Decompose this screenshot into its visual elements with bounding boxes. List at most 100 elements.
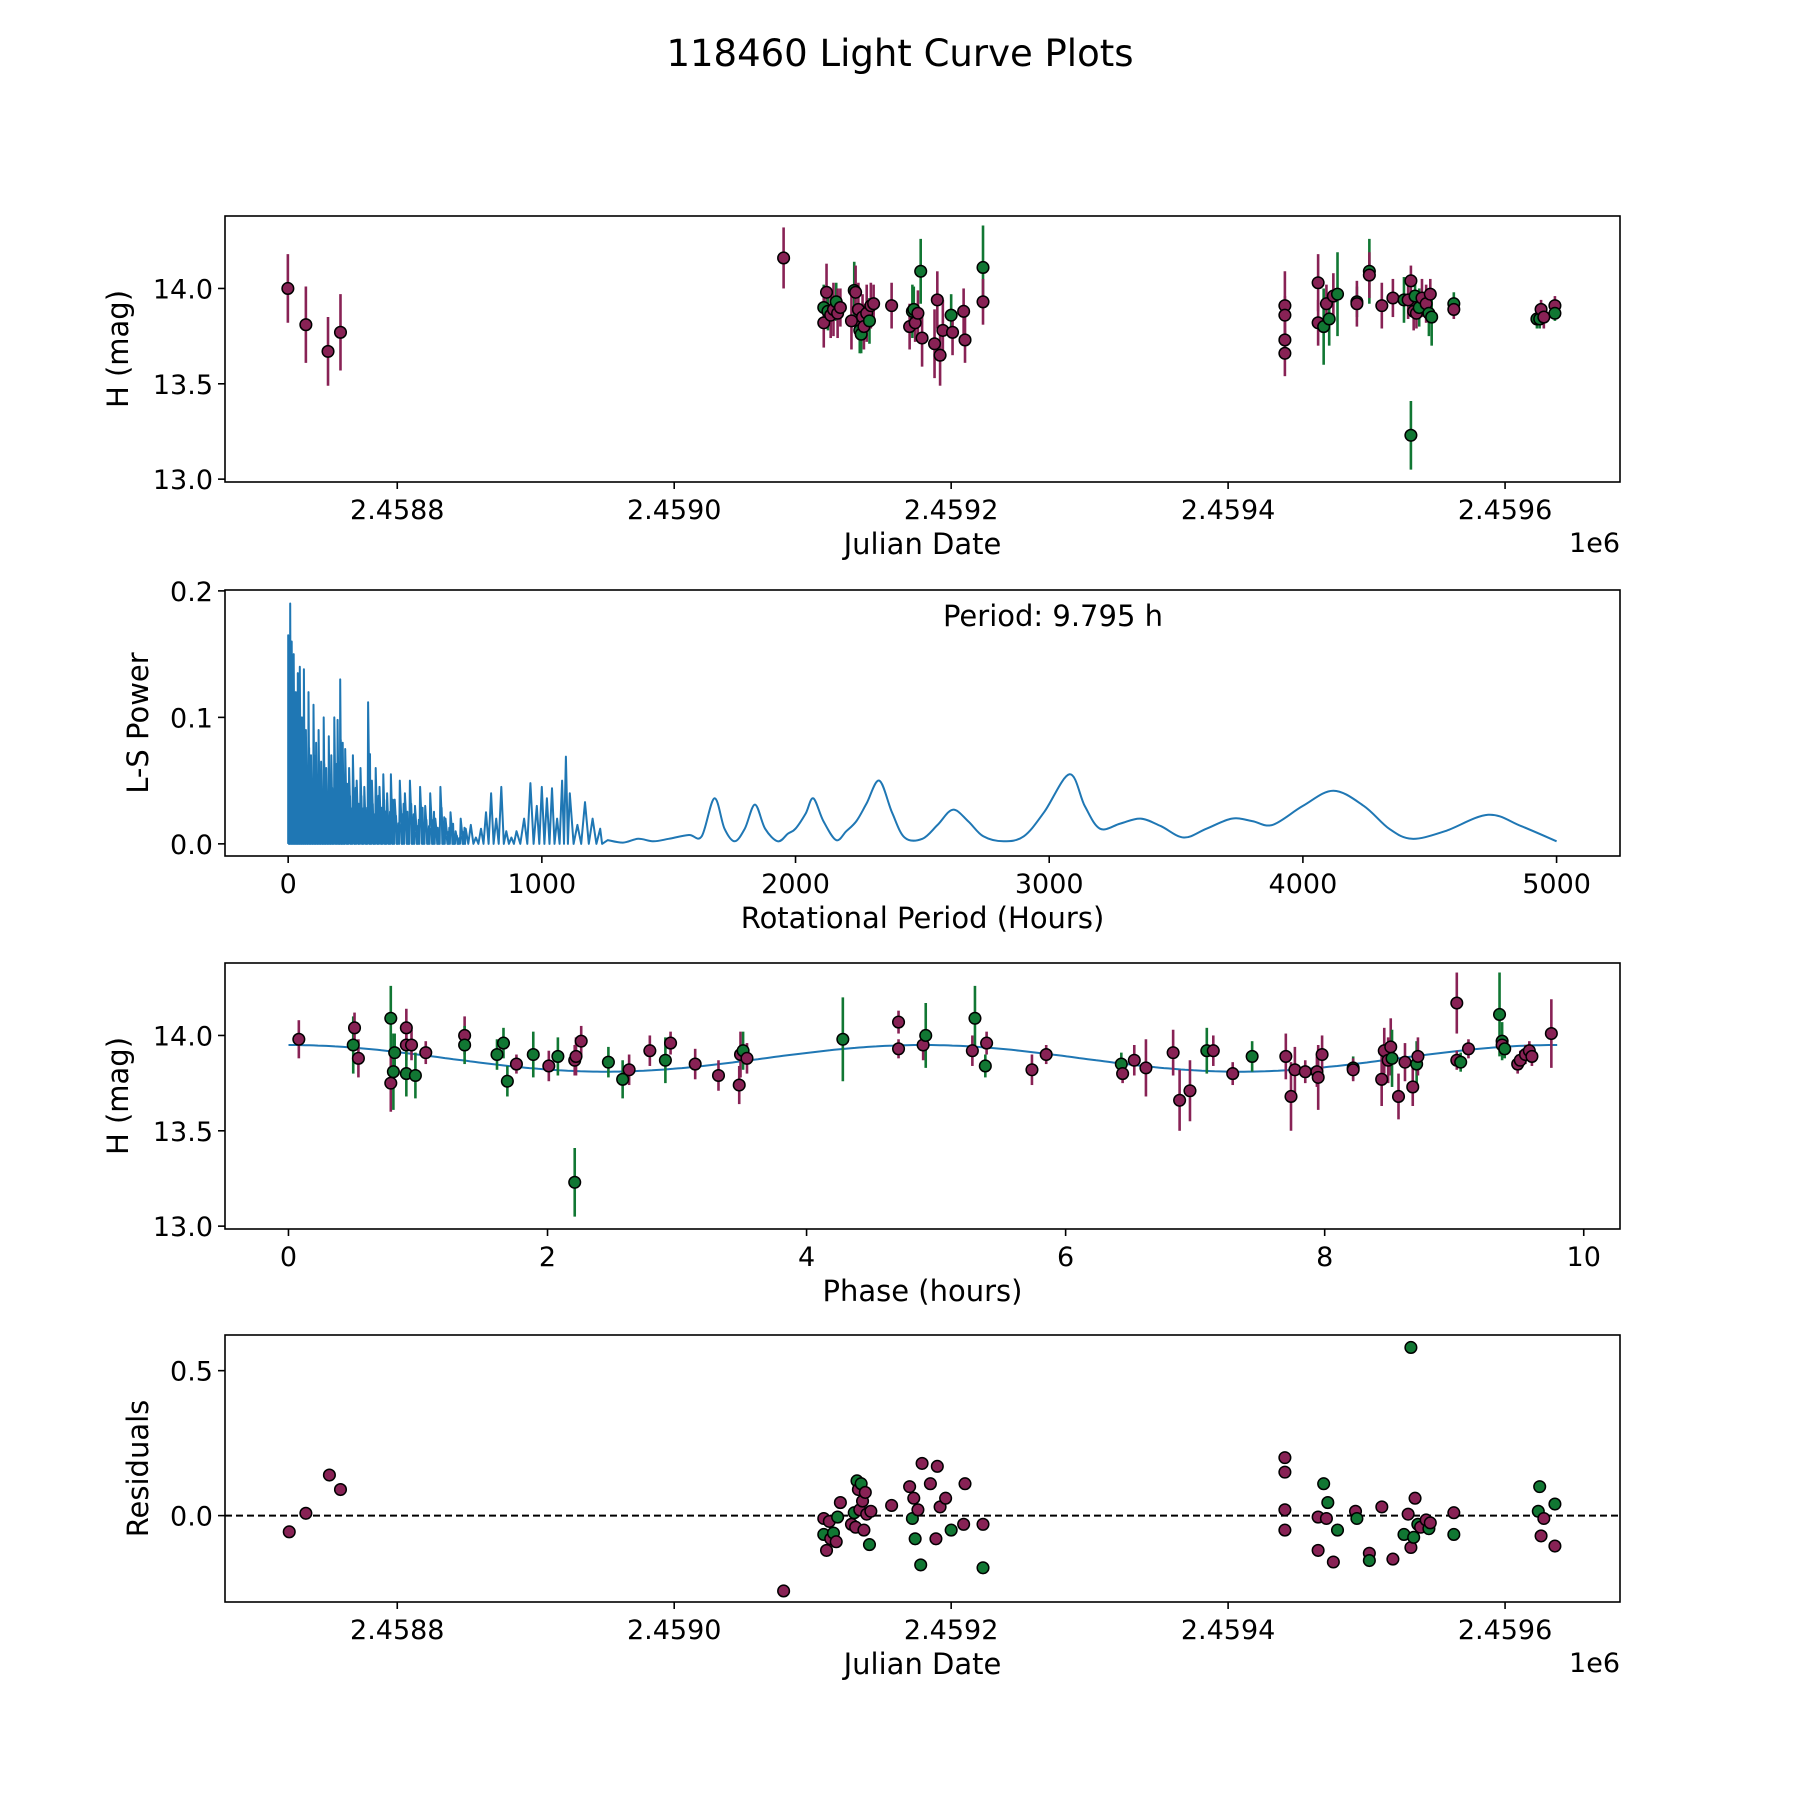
data-point — [915, 1456, 929, 1470]
data-point — [1278, 1465, 1292, 1479]
data-point — [1386, 1552, 1400, 1566]
x-tick-label: 2 — [539, 1242, 556, 1273]
y-tick-label: 0.0 — [170, 1502, 213, 1533]
x-tick-label: 2.4588 — [350, 495, 444, 526]
y-axis-label: Residuals — [121, 1400, 155, 1538]
data-point — [849, 285, 863, 299]
data-point — [1116, 1067, 1130, 1081]
data-point — [643, 1044, 657, 1058]
x-tick-label: 4000 — [1269, 869, 1338, 900]
data-point — [891, 1042, 906, 1056]
data-point — [1404, 428, 1418, 442]
data-point — [1330, 1523, 1345, 1537]
data-point — [1407, 1530, 1421, 1544]
data-point — [944, 308, 958, 322]
data-point — [346, 1038, 360, 1052]
data-point — [347, 1021, 362, 1035]
data-point — [1206, 1044, 1220, 1058]
data-point — [1362, 1553, 1376, 1568]
x-axis-label: Julian Date — [842, 1647, 1002, 1681]
x-tick-label: 2.4588 — [350, 1615, 444, 1646]
data-point — [1025, 1063, 1039, 1077]
data-point — [1319, 1511, 1333, 1526]
data-point — [1375, 1072, 1389, 1086]
y-tick-label: 14.0 — [153, 1021, 213, 1052]
data-point — [864, 1504, 878, 1518]
data-point — [1166, 1046, 1180, 1060]
data-point — [282, 1525, 296, 1539]
data-point — [1384, 1040, 1398, 1054]
data-point — [891, 1015, 906, 1029]
data-point — [930, 1459, 944, 1473]
y-tick-label: 0.2 — [170, 577, 213, 608]
y-axis-label: L-S Power — [121, 652, 155, 793]
data-point — [1321, 1496, 1335, 1510]
data-point — [885, 1498, 899, 1513]
data-point — [1548, 1539, 1562, 1553]
data-point — [968, 1011, 982, 1025]
periodogram-line — [287, 602, 1557, 845]
data-point — [1375, 1500, 1389, 1514]
data-point — [399, 1021, 413, 1035]
data-point — [490, 1047, 504, 1062]
panel-periodogram: Period: 9.795 h 0 1000 2000 3000 4000 5000 0.0 0… — [121, 577, 1621, 935]
data-point — [458, 1038, 472, 1052]
data-point — [1311, 1070, 1325, 1084]
data-point — [1386, 291, 1400, 305]
data-point — [1385, 1051, 1399, 1065]
data-point — [1039, 1047, 1053, 1062]
x-tick-label: 5000 — [1522, 869, 1591, 900]
data-point — [1322, 312, 1336, 326]
data-point — [857, 1523, 871, 1537]
data-point — [819, 285, 834, 299]
data-point — [1315, 1047, 1329, 1062]
data-point — [831, 1510, 845, 1524]
data-point — [1245, 1049, 1259, 1063]
data-point — [907, 1491, 921, 1505]
data-point — [1492, 1007, 1507, 1022]
data-point — [1411, 1049, 1425, 1063]
x-tick-label: 4 — [798, 1242, 815, 1273]
data-point — [867, 297, 881, 311]
data-point — [903, 1480, 917, 1494]
data-point — [616, 1072, 630, 1086]
data-point — [819, 1543, 834, 1557]
data-point — [862, 314, 877, 328]
x-axis-label: Julian Date — [842, 527, 1002, 561]
data-point — [919, 1028, 933, 1043]
x-tick-label: 2.4590 — [627, 1615, 721, 1646]
data-point — [976, 260, 990, 275]
data-point — [1425, 310, 1439, 324]
data-point — [908, 1532, 922, 1546]
data-point — [419, 1046, 433, 1060]
data-point — [1288, 1063, 1302, 1077]
data-point — [1284, 1089, 1298, 1104]
data-point — [833, 1496, 847, 1510]
data-point — [404, 1038, 419, 1052]
data-point — [574, 1034, 588, 1048]
data-point — [929, 1532, 943, 1546]
y-tick-label: 13.0 — [153, 465, 213, 496]
data-point — [292, 1032, 306, 1046]
data-point — [1317, 1477, 1331, 1491]
x-tick-label: 2.4596 — [1458, 495, 1552, 526]
x-tick-label: 2.4596 — [1458, 1615, 1552, 1646]
x-tick-label: 1000 — [507, 869, 576, 900]
data-point — [601, 1055, 615, 1069]
plot-area — [225, 1340, 1620, 1598]
data-point — [1278, 308, 1292, 322]
data-point — [1127, 1053, 1141, 1067]
data-point — [1408, 1491, 1422, 1505]
data-point — [509, 1057, 523, 1071]
data-point — [551, 1049, 565, 1063]
data-point — [1278, 333, 1292, 347]
y-tick-label: 0.5 — [170, 1357, 213, 1388]
data-point — [914, 1558, 928, 1572]
x-tick-label: 2.4592 — [904, 495, 998, 526]
data-point — [1139, 1061, 1153, 1075]
data-point — [1447, 1506, 1461, 1520]
x-tick-label: 2.4594 — [1181, 1615, 1275, 1646]
data-point — [965, 1044, 979, 1058]
y-tick-label: 14.0 — [153, 274, 213, 305]
data-point — [1533, 1480, 1547, 1494]
